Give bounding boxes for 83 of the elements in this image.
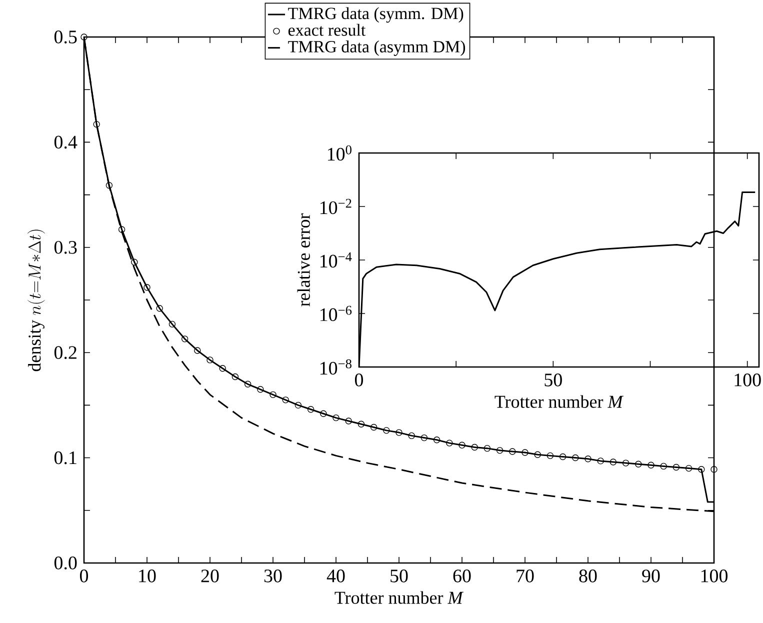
y-tick-label: 0.0 <box>54 556 77 570</box>
y-tick-label: 0.3 <box>54 240 77 254</box>
point <box>106 182 113 189</box>
x-tick-label: 100 <box>701 570 728 582</box>
point <box>396 429 402 436</box>
point <box>420 434 428 442</box>
point <box>383 427 390 434</box>
point <box>509 448 516 455</box>
legend-label: exact result <box>288 24 366 36</box>
point <box>118 226 126 233</box>
point <box>307 406 314 413</box>
point <box>572 454 579 462</box>
x-tick-label: 50 <box>544 374 562 386</box>
x-tick-label: 0 <box>80 570 88 582</box>
x-tick-label: 90 <box>642 570 660 582</box>
point <box>244 380 252 388</box>
x-tick-label: 50 <box>390 570 408 582</box>
x-tick-label: 30 <box>264 570 282 582</box>
x-tick-label: 40 <box>326 570 345 582</box>
point <box>156 305 163 312</box>
x-tick-label: 60 <box>453 570 471 582</box>
point <box>710 466 718 473</box>
point <box>358 420 365 428</box>
point <box>471 444 478 451</box>
point <box>219 365 226 372</box>
x-tick-label: 80 <box>579 570 597 582</box>
point <box>546 452 554 460</box>
point <box>282 396 289 404</box>
point <box>345 418 352 424</box>
point <box>408 432 415 440</box>
point <box>131 258 138 266</box>
point <box>660 462 667 470</box>
point <box>294 402 302 409</box>
y-tick-label: 0.2 <box>54 346 76 360</box>
legend-label: TMRG data (asymm DM) <box>288 40 466 56</box>
point <box>168 320 176 328</box>
y-tick-label: 0.1 <box>54 451 76 464</box>
x-tick-label: 100 <box>734 374 761 386</box>
point <box>672 464 680 471</box>
x-tick-label: 70 <box>516 570 534 582</box>
point <box>181 336 188 342</box>
point <box>648 462 654 469</box>
y-axis-title: $\mathrm{density}\ n(t{=}M{*}\Delta t)$ <box>28 230 45 372</box>
x-tick-label: 10 <box>139 570 156 582</box>
legend-label: TMRG data (symm. DM) <box>288 7 464 23</box>
point <box>597 458 604 464</box>
x-tick-label: 20 <box>201 570 219 582</box>
point <box>93 120 100 128</box>
x-axis-title: Trotter number M <box>494 395 624 408</box>
point <box>320 410 327 417</box>
point <box>559 453 566 460</box>
point <box>622 460 630 466</box>
y-tick-label: 10$^{−2}$ <box>320 198 352 214</box>
x-tick-label: 0 <box>354 374 364 386</box>
point <box>194 347 201 354</box>
point <box>522 449 528 456</box>
point <box>496 447 504 454</box>
point <box>270 391 276 398</box>
point <box>446 440 453 446</box>
y-tick-label: 10$^{0}$ <box>328 145 352 161</box>
point <box>610 458 617 466</box>
y-axis-title: relative error <box>297 213 310 306</box>
y-tick-label: 10$^{−4}$ <box>320 252 352 268</box>
point <box>370 424 378 431</box>
point <box>144 284 150 291</box>
point <box>484 444 491 452</box>
point <box>206 356 214 364</box>
point <box>584 455 592 462</box>
point <box>332 414 340 422</box>
point <box>433 436 440 444</box>
y-tick-label: 0.4 <box>54 136 78 149</box>
y-tick-label: 10$^{−6}$ <box>320 306 352 322</box>
x-axis-title: Trotter number M <box>334 591 464 604</box>
point <box>635 460 642 468</box>
y-tick-label: 10$^{−8}$ <box>320 359 352 375</box>
point <box>534 451 541 458</box>
point <box>698 466 705 473</box>
point <box>685 464 692 472</box>
y-tick-label: 0.5 <box>54 30 77 44</box>
point <box>80 34 88 40</box>
point <box>458 442 466 449</box>
point <box>257 386 264 393</box>
point <box>232 373 239 380</box>
